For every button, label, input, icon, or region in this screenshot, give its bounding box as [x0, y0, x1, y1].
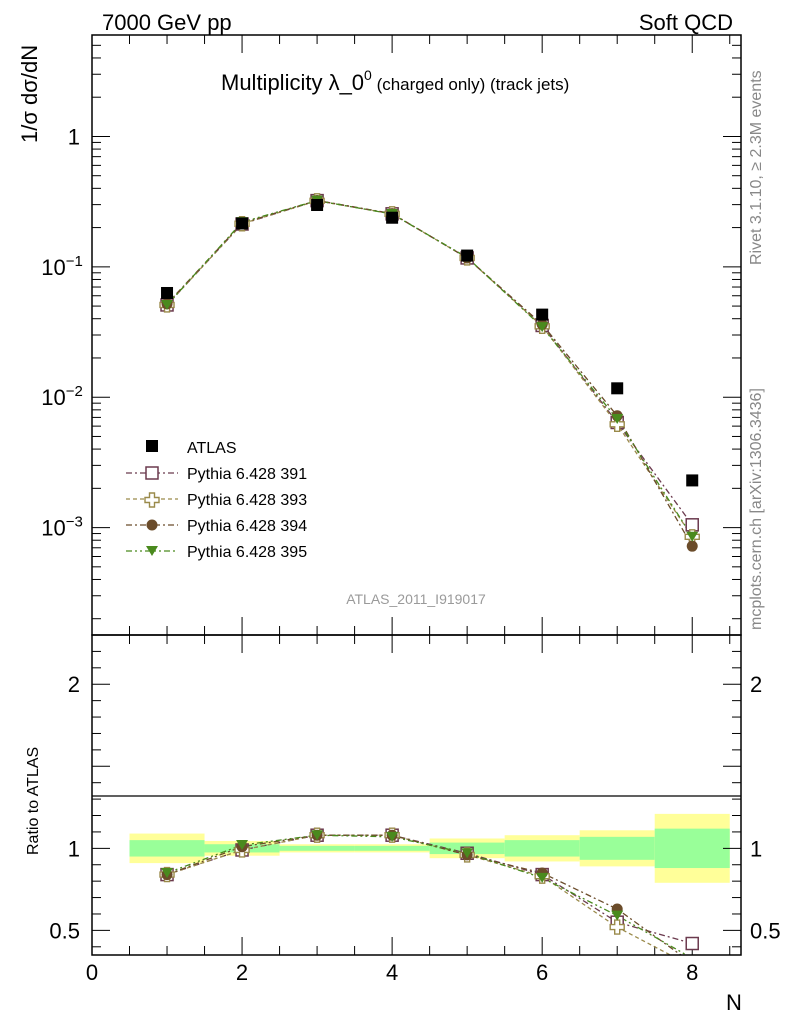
main-ytick-label: 10−1 [41, 253, 83, 280]
ratio-point-series-3 [236, 840, 249, 851]
ratio-band-inner [129, 840, 205, 857]
atlas-data-point [161, 286, 174, 299]
main-point-series-0 [685, 518, 699, 532]
ratio-point-series-3 [311, 830, 324, 841]
atlas-data-point [236, 217, 249, 230]
main-point-series-3 [161, 299, 174, 310]
ratio-xtick-label: 0 [86, 960, 98, 985]
atlas-data-point [686, 474, 699, 487]
main-point-series-3 [686, 531, 699, 542]
main-series-line-1 [166, 200, 693, 538]
ratio-ylabel: Ratio to ATLAS [25, 747, 42, 855]
ratio-ytick-label-right: 2 [750, 672, 762, 697]
main-ytick-label: 1 [68, 124, 80, 149]
ratio-xtick-label: 6 [536, 960, 548, 985]
ratio-xtick-label: 8 [686, 960, 698, 985]
ratio-panel: 0.5 0.5 1 1 2 2 0 2 4 6 8 Ratio to ATLAS N [25, 634, 781, 1015]
chart-title: Multiplicity λ_00 (charged only) (track … [221, 67, 569, 95]
main-ytick-exp: −3 [66, 514, 83, 531]
atlas-data-point [461, 249, 474, 262]
legend: ATLAS Pythia 6.428 391 Pythia 6.428 393 … [126, 440, 307, 561]
main-series-line-3 [166, 199, 693, 538]
ratio-point-series-0 [685, 936, 699, 951]
main-ytick-label: 10−3 [41, 514, 83, 541]
ratio-point-series-3 [461, 848, 474, 859]
ratio-band-inner [279, 845, 355, 851]
ratio-series-line-3 [166, 834, 688, 955]
main-point-series-3 [611, 414, 624, 425]
ratio-bands [129, 813, 730, 883]
title-sup: 0 [364, 67, 372, 83]
ratio-ytick-label-right: 0.5 [750, 918, 781, 943]
ratio-point-series-3 [386, 831, 399, 842]
ratio-point-series-1 [609, 919, 625, 935]
legend-marker-atlas [146, 440, 158, 452]
ratio-point-series-3 [161, 867, 174, 878]
header-left: 7000 GeV pp [102, 10, 232, 35]
ratio-xtick-label: 2 [236, 960, 248, 985]
main-series-points [159, 193, 700, 552]
ratio-ytick-label-left: 1 [68, 836, 80, 861]
rivet-label: Rivet 3.1.10, ≥ 2.3M events [748, 70, 765, 265]
main-ytick-base: 10 [41, 255, 65, 280]
ratio-series-points [159, 827, 699, 951]
ratio-band-inner [654, 828, 730, 869]
legend-marker-391 [145, 466, 159, 480]
main-panel: 110−110−210−3 Multiplicity λ_00 (charged… [17, 34, 742, 636]
ratio-series-lines [166, 834, 693, 955]
legend-marker-393 [144, 492, 160, 508]
ratio-series-line-0 [166, 834, 693, 945]
ratio-band-inner [504, 840, 580, 857]
legend-label-394: Pythia 6.428 394 [187, 518, 307, 535]
legend-marker-395 [146, 546, 158, 556]
main-ytick-exp: −1 [66, 253, 83, 270]
legend-label-393: Pythia 6.428 393 [187, 492, 307, 509]
atlas-data-point [536, 308, 549, 321]
x-axis-label: N [726, 990, 742, 1015]
main-ytick-base: 10 [41, 385, 65, 410]
atlas-data-point [311, 199, 324, 212]
ratio-ytick-label-left: 2 [68, 672, 80, 697]
main-point-series-2 [686, 540, 698, 552]
main-ticks: 110−110−210−3 [41, 34, 741, 635]
legend-label-atlas: ATLAS [187, 440, 237, 457]
main-ytick-exp: −2 [66, 383, 83, 400]
main-point-series-1 [609, 416, 625, 432]
atlas-data-point [386, 211, 399, 224]
ratio-point-series-3 [611, 910, 624, 921]
legend-label-391: Pythia 6.428 391 [187, 466, 307, 483]
main-ylabel: 1/σ dσ/dN [17, 45, 42, 143]
main-point-series-3 [536, 322, 549, 333]
legend-marker-394 [146, 519, 158, 531]
title-main: Multiplicity λ_0 [221, 70, 364, 95]
ratio-point-series-3 [536, 872, 549, 883]
source-label: mcplots.cern.ch [arXiv:1306.3436] [748, 388, 765, 630]
main-ytick-base: 10 [41, 516, 65, 541]
atlas-data-point [611, 382, 624, 395]
legend-label-395: Pythia 6.428 395 [187, 544, 307, 561]
header-right: Soft QCD [639, 10, 733, 35]
ratio-ytick-label-right: 1 [750, 836, 762, 861]
ratio-xtick-label: 4 [386, 960, 398, 985]
ratio-band-inner [579, 836, 655, 860]
main-ytick-label: 10−2 [41, 383, 83, 410]
ratio-frame [91, 634, 742, 956]
analysis-tag: ATLAS_2011_I919017 [346, 591, 486, 607]
ratio-ytick-label-left: 0.5 [49, 918, 80, 943]
ratio-band-inner [354, 845, 430, 851]
ratio-ticks: 0.5 0.5 1 1 2 2 0 2 4 6 8 [49, 634, 781, 985]
main-series-lines [166, 199, 693, 547]
title-rest: (charged only) (track jets) [372, 75, 569, 94]
